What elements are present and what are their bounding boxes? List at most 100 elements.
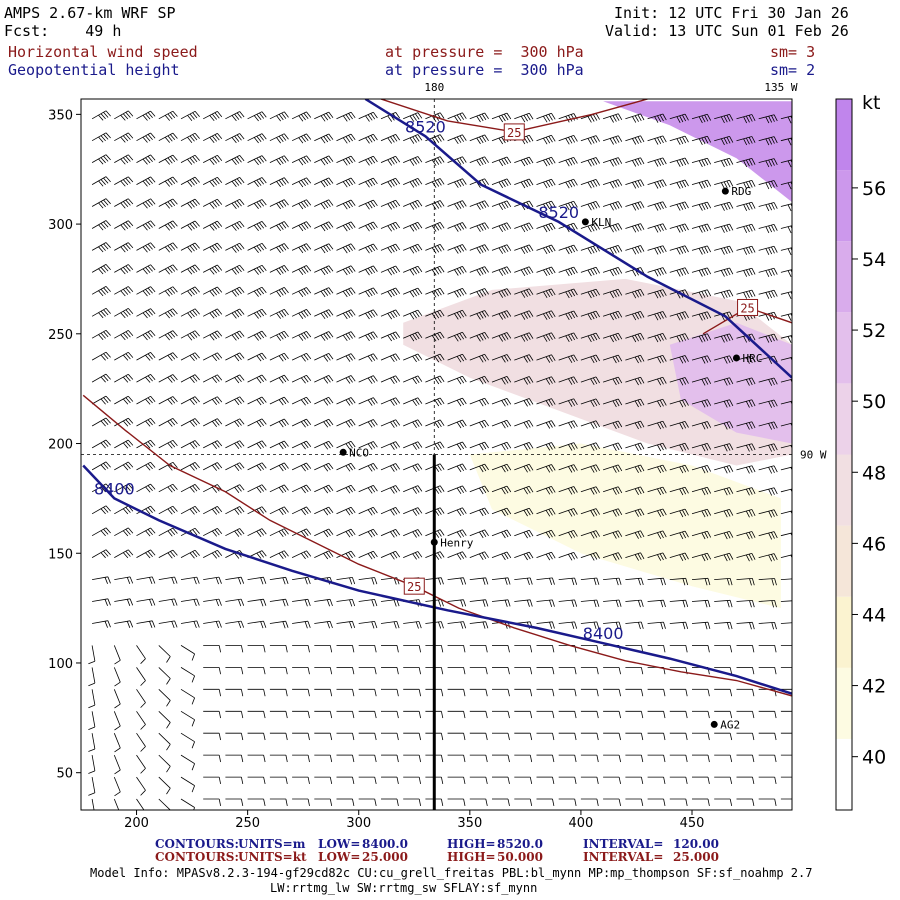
wind-barb	[514, 178, 534, 189]
wind-barb	[91, 242, 111, 253]
wind-barb	[491, 178, 512, 189]
wind-barb	[358, 287, 378, 298]
wind-barb	[714, 333, 734, 343]
wind-barb	[180, 776, 195, 793]
wind-barb	[314, 177, 334, 188]
wind-barb	[669, 577, 689, 586]
wind-barb	[314, 776, 333, 784]
wind-barb	[691, 486, 712, 496]
wind-barb	[536, 442, 556, 451]
wind-barb	[136, 576, 156, 585]
height-low-value: 8400.0	[362, 837, 408, 851]
wind-barb	[403, 221, 423, 232]
wind-barb	[514, 754, 533, 763]
wind-barb	[580, 398, 600, 408]
axes: 200 250 300 350 400 450 50 100 150 200 250 300 350 18…	[48, 81, 827, 831]
wind-barb	[692, 645, 710, 653]
wind-barb	[536, 134, 556, 145]
wind-barb	[403, 309, 423, 320]
wind-barb	[447, 222, 467, 232]
wind-barb	[158, 798, 171, 810]
wind-barb	[580, 486, 600, 495]
wind-barb	[736, 180, 756, 190]
wind-barb	[691, 443, 712, 452]
wind-barb	[780, 732, 792, 734]
wind-barb	[403, 375, 423, 385]
colorbar-segment	[836, 241, 852, 313]
wind-barb	[269, 484, 289, 494]
wind-barb	[580, 222, 600, 233]
wind-barb	[447, 754, 466, 763]
wind-barb	[336, 243, 356, 254]
wind-barb	[580, 732, 599, 741]
colorbar-tick-label: 44	[862, 604, 886, 626]
wind-barb	[180, 754, 195, 771]
height-contour-label: 8400	[583, 624, 624, 643]
wind-barb	[780, 754, 792, 756]
wind-barb	[403, 134, 423, 144]
speed-region	[669, 322, 792, 444]
wind-barb	[536, 332, 556, 342]
wind-barb	[691, 179, 712, 189]
wind-barb	[447, 200, 467, 210]
wind-barb	[358, 199, 378, 210]
wind-barb	[403, 754, 421, 763]
wind-barb	[469, 441, 489, 451]
wind-barb	[647, 113, 667, 123]
wind-barb	[91, 307, 111, 319]
wind-barb	[403, 243, 423, 254]
wind-barb	[269, 528, 289, 538]
wind-barb	[314, 221, 334, 232]
wind-barb	[536, 688, 555, 697]
wind-barb	[403, 710, 421, 719]
wind-barb	[291, 243, 312, 254]
wind-barb	[136, 798, 145, 810]
contour-lines: 25 25 25 8520 8520 8400 8400	[82, 99, 792, 810]
wind-barb	[447, 463, 467, 473]
wind-barb	[269, 550, 289, 559]
wind-barb	[425, 375, 445, 385]
wind-barb	[203, 286, 223, 297]
wind-barb	[625, 354, 645, 364]
wind-barb	[691, 377, 712, 386]
wind-barb	[180, 484, 200, 493]
model-title: AMPS 2.67-km WRF SP	[4, 4, 176, 22]
wind-barb	[625, 179, 645, 189]
colorbar-unit: kt	[862, 92, 880, 114]
wind-barb	[691, 113, 712, 124]
wind-barb	[714, 710, 733, 719]
wind-barb	[780, 400, 792, 405]
wind-barb	[291, 111, 312, 122]
wind-barb	[425, 156, 445, 166]
wind-barb	[247, 484, 267, 494]
colorbar-tick-label: 56	[862, 178, 886, 200]
wind-barb	[536, 178, 556, 189]
wind-barb	[758, 289, 778, 299]
wind-barb	[558, 288, 578, 299]
wind-barb	[514, 310, 534, 320]
wind-barb	[469, 776, 488, 784]
wind-barb	[114, 461, 134, 471]
wind-barb	[536, 551, 556, 561]
wind-barb	[247, 199, 267, 210]
wind-barb	[625, 157, 645, 167]
wind-barb	[558, 552, 578, 561]
wind-barb	[558, 354, 578, 364]
wind-barb	[580, 135, 600, 145]
wind-barb	[536, 310, 556, 320]
wind-barb	[780, 422, 792, 427]
wind-barb	[625, 245, 645, 255]
wind-barb	[91, 176, 111, 187]
wind-barb	[625, 577, 644, 586]
wind-barb	[691, 157, 712, 167]
wind-barb	[491, 441, 512, 451]
wind-barb	[780, 622, 792, 624]
wind-barb	[691, 421, 712, 430]
wind-barb	[714, 114, 734, 124]
wind-barb	[447, 244, 467, 254]
wind-barb	[403, 463, 423, 472]
wind-barb	[180, 620, 200, 629]
wind-barb	[225, 286, 245, 297]
wind-barb	[580, 442, 600, 451]
wind-barb	[380, 397, 401, 406]
